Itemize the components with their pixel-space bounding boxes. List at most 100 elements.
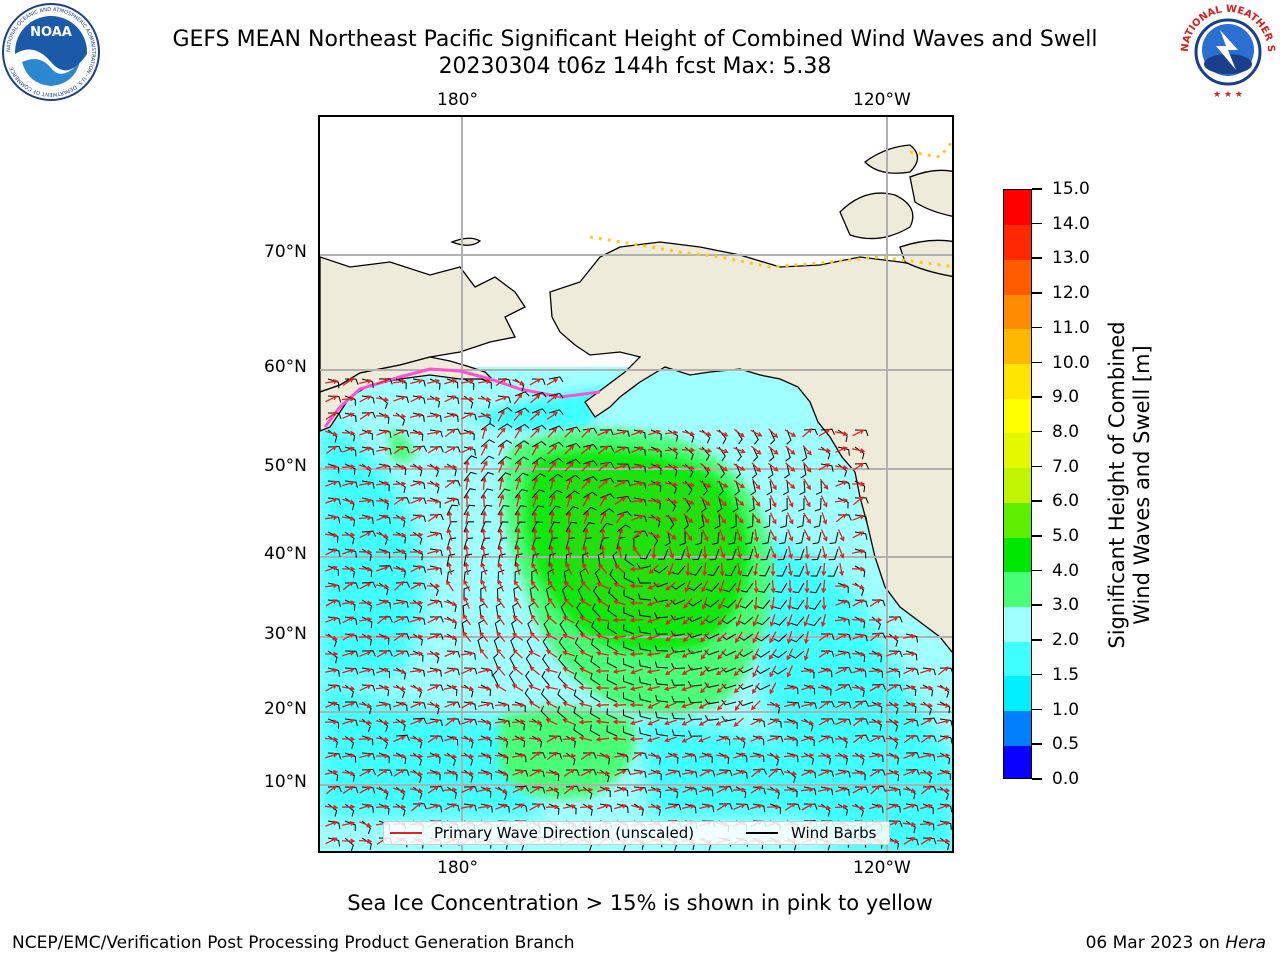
wave-arrow <box>324 736 339 742</box>
wind-barb <box>837 803 848 816</box>
wave-arrow <box>598 478 609 489</box>
wind-barb <box>785 446 791 462</box>
wave-arrow <box>444 803 457 811</box>
wind-barb <box>497 752 509 765</box>
wind-barb <box>616 803 629 813</box>
wave-arrow <box>512 769 525 776</box>
wave-arrow <box>359 769 372 777</box>
wind-barb <box>820 463 834 472</box>
wave-arrow <box>359 582 372 590</box>
wave-arrow <box>631 481 645 487</box>
wave-arrow <box>325 548 338 556</box>
wave-arrow <box>801 684 814 691</box>
wind-barb <box>786 429 792 445</box>
wind-barb <box>755 633 771 642</box>
wind-barb <box>429 531 443 540</box>
wave-arrow <box>498 460 505 473</box>
wind-barb <box>667 752 679 764</box>
colorbar-tick-label: 1.0 <box>1052 699 1080 720</box>
wind-barb <box>718 463 726 479</box>
colorbar-tick-label: 3.0 <box>1052 595 1080 616</box>
wave-arrow <box>565 562 573 575</box>
wind-barb <box>327 820 341 830</box>
wind-barb <box>756 616 771 626</box>
wave-arrow <box>514 443 522 456</box>
wind-barb <box>735 786 747 799</box>
wind-barb <box>820 735 834 744</box>
wind-barb <box>327 650 338 664</box>
wave-arrow <box>596 753 611 759</box>
wind-barb <box>854 565 866 578</box>
wave-arrow <box>461 667 474 675</box>
wind-barb <box>463 504 476 516</box>
wave-arrow <box>359 821 372 828</box>
wave-arrow <box>562 684 575 692</box>
wind-barb <box>905 650 918 661</box>
wind-barb <box>905 684 917 696</box>
wind-barb <box>739 616 754 625</box>
lat-label-50n: 50°N <box>264 456 307 476</box>
wind-barb <box>820 786 834 796</box>
lat-label-20n: 20°N <box>264 699 307 719</box>
wind-barb <box>378 769 393 776</box>
wind-barb <box>514 407 530 414</box>
wave-arrow <box>632 546 642 558</box>
wind-barb <box>344 446 357 457</box>
wind-barb <box>905 786 916 800</box>
wind-barb <box>378 701 392 711</box>
wind-barb <box>344 395 356 406</box>
wind-barb <box>655 711 669 720</box>
wind-barb <box>497 378 512 386</box>
wave-arrow <box>562 701 575 708</box>
wave-arrow <box>715 718 728 726</box>
wind-barb <box>412 701 427 709</box>
wave-arrow <box>629 651 644 657</box>
wave-arrow <box>427 531 440 538</box>
wave-arrow <box>546 394 558 404</box>
wave-arrow <box>629 686 644 692</box>
wind-barb <box>854 734 869 741</box>
wave-arrow <box>770 596 776 611</box>
wave-arrow <box>737 545 743 560</box>
wind-barb <box>746 514 754 529</box>
wind-barb <box>752 752 765 763</box>
wave-arrow <box>682 803 696 810</box>
wind-barb <box>573 689 584 703</box>
wave-arrow <box>513 410 523 421</box>
wind-barb <box>793 565 805 577</box>
wave-arrow <box>664 702 677 709</box>
wave-arrow <box>511 684 524 692</box>
wind-barb <box>888 633 899 647</box>
wave-arrow <box>766 702 781 708</box>
lon-label-top-180: 180° <box>437 90 478 110</box>
wind-barb <box>378 548 391 559</box>
wave-arrow <box>614 429 628 436</box>
wind-barb <box>684 752 697 763</box>
wind-barb <box>803 701 817 710</box>
wave-arrow <box>528 650 541 658</box>
colorbar-segment <box>1004 328 1031 365</box>
wave-arrow <box>802 445 812 456</box>
wave-arrow <box>495 719 509 725</box>
wind-barb <box>616 446 631 454</box>
wave-arrow <box>341 736 356 742</box>
wave-arrow <box>885 719 900 725</box>
wave-arrow <box>820 529 828 542</box>
wind-barb <box>905 769 920 776</box>
wave-arrow <box>359 429 372 436</box>
wind-barb <box>344 820 356 831</box>
wave-arrow <box>802 428 813 438</box>
wind-barb <box>653 582 669 588</box>
wave-arrow <box>342 446 355 453</box>
wave-arrow <box>834 465 849 470</box>
wind-barb <box>361 378 374 388</box>
wave-arrow <box>325 497 338 504</box>
wind-barb <box>480 412 492 425</box>
wind-barb <box>704 616 720 624</box>
wave-arrow <box>579 787 594 793</box>
colorbar-segment <box>1004 675 1031 712</box>
wind-barb <box>589 724 601 737</box>
wind-barb <box>344 616 358 625</box>
wind-barb <box>531 408 547 414</box>
wave-arrow <box>530 427 541 438</box>
